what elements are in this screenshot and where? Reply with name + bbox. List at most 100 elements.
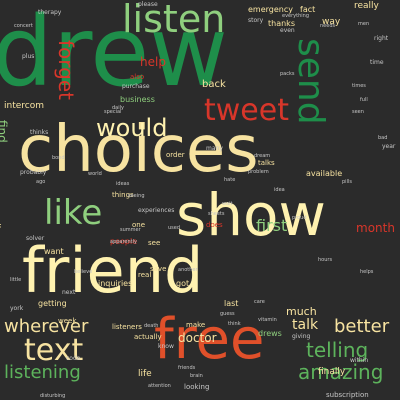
- word-last: last: [224, 299, 239, 308]
- word-thanks: thanks: [268, 19, 295, 28]
- word-one: one: [132, 221, 146, 229]
- word-listeners: listeners: [112, 323, 142, 331]
- word-free: free: [154, 307, 265, 372]
- word-got: got: [176, 279, 190, 288]
- word-forget: forget: [54, 40, 78, 100]
- word-doctor: doctor: [178, 331, 217, 345]
- word-talks: talks: [258, 159, 275, 167]
- word-business: business: [120, 95, 155, 104]
- word-thinks: thinks: [30, 129, 49, 136]
- word-hate: hate: [224, 177, 236, 183]
- word-disturbing: disturbing: [40, 393, 66, 399]
- word-getting: getting: [38, 299, 67, 308]
- word-things: things: [112, 191, 134, 199]
- word-seen: seen: [352, 109, 364, 115]
- word-friend: friend: [22, 234, 204, 307]
- word-within: within: [350, 357, 369, 364]
- word-ideas: ideas: [116, 181, 130, 187]
- word-special: special: [104, 109, 122, 115]
- word-really: really: [354, 1, 379, 11]
- word-hours: hours: [318, 257, 333, 263]
- word-subscription: subscription: [326, 391, 369, 399]
- word-would: would: [96, 114, 168, 142]
- word-next: next: [62, 289, 76, 296]
- word-little: little: [10, 277, 22, 283]
- word-help: help: [140, 55, 166, 69]
- word-inquiries: inquiries: [98, 279, 133, 288]
- word-make: make: [186, 321, 206, 329]
- word-way: way: [322, 17, 341, 27]
- word-experiences: experiences: [138, 207, 175, 214]
- word-sheets: sheets: [208, 211, 225, 217]
- word-bond: bond: [52, 155, 65, 161]
- word-real: real: [138, 271, 152, 279]
- word-back: back: [202, 79, 226, 90]
- word-know: know: [158, 343, 174, 350]
- word-looking: looking: [184, 383, 210, 391]
- word-solver: solver: [26, 235, 45, 242]
- word-amazing: amazing: [298, 360, 384, 384]
- word-show: show: [176, 181, 326, 249]
- word-actually: actually: [134, 333, 162, 341]
- word-needs: needs: [320, 23, 336, 29]
- word-seeing: seeing: [128, 193, 145, 199]
- word-much: much: [286, 305, 317, 318]
- word-probably: probably: [20, 169, 47, 176]
- word-also: also: [130, 73, 145, 81]
- word-many: many: [206, 145, 223, 152]
- word-see: see: [148, 239, 161, 247]
- word-finally: finally: [318, 367, 346, 377]
- word-emergency: emergency: [248, 5, 293, 14]
- word-drews: drews: [258, 329, 282, 338]
- word-like: like: [44, 193, 103, 233]
- word-brain: brain: [190, 373, 203, 379]
- word-wherever: wherever: [4, 316, 89, 337]
- word-intercom: intercom: [4, 101, 44, 111]
- word-want: want: [44, 247, 64, 256]
- word-used: used: [168, 225, 181, 231]
- word-think: think: [228, 321, 241, 327]
- word-send: send: [290, 38, 331, 125]
- word-another: another: [178, 267, 198, 273]
- word-text: text: [24, 333, 84, 368]
- word-vitamin: vitamin: [258, 317, 277, 323]
- word-right: right: [374, 35, 389, 42]
- word-guess: guess: [220, 311, 235, 317]
- word-even: even: [280, 27, 295, 34]
- word-packs: packs: [280, 71, 295, 77]
- word-pills: pills: [342, 179, 352, 185]
- word-fact: fact: [300, 5, 316, 14]
- word-listening: listening: [4, 362, 81, 383]
- word-telling: telling: [306, 338, 369, 362]
- word-choices: choices: [18, 113, 259, 187]
- word-order: order: [166, 151, 185, 159]
- word-drew: drew: [0, 0, 228, 108]
- word-year: year: [382, 143, 396, 150]
- word-death: death: [144, 323, 159, 329]
- word-therapy: therapy: [38, 9, 62, 16]
- word-story: story: [248, 17, 264, 24]
- word-listen: listen: [122, 0, 226, 41]
- word-better: better: [334, 316, 390, 337]
- word-life: life: [138, 369, 152, 379]
- word-does: does: [206, 221, 223, 229]
- word-helps: helps: [360, 269, 374, 275]
- word-care: care: [254, 299, 265, 305]
- word-daily: daily: [112, 105, 124, 111]
- word-men: men: [358, 21, 370, 27]
- word-times: times: [352, 83, 366, 89]
- word-find: find: [0, 120, 9, 143]
- word-problem: problem: [248, 169, 269, 175]
- word-available: available: [306, 169, 343, 178]
- word-people: people: [110, 237, 138, 246]
- word-apparently: apparently: [110, 239, 137, 245]
- word-york: york: [10, 305, 24, 312]
- word-everything: everything: [282, 13, 309, 19]
- word-bad: bad: [378, 135, 388, 141]
- word-concert: concert: [14, 23, 33, 29]
- word-code: code: [66, 355, 81, 362]
- word-ago: ago: [36, 179, 46, 185]
- word-week: week: [58, 317, 77, 325]
- word-summer: summer: [120, 227, 141, 233]
